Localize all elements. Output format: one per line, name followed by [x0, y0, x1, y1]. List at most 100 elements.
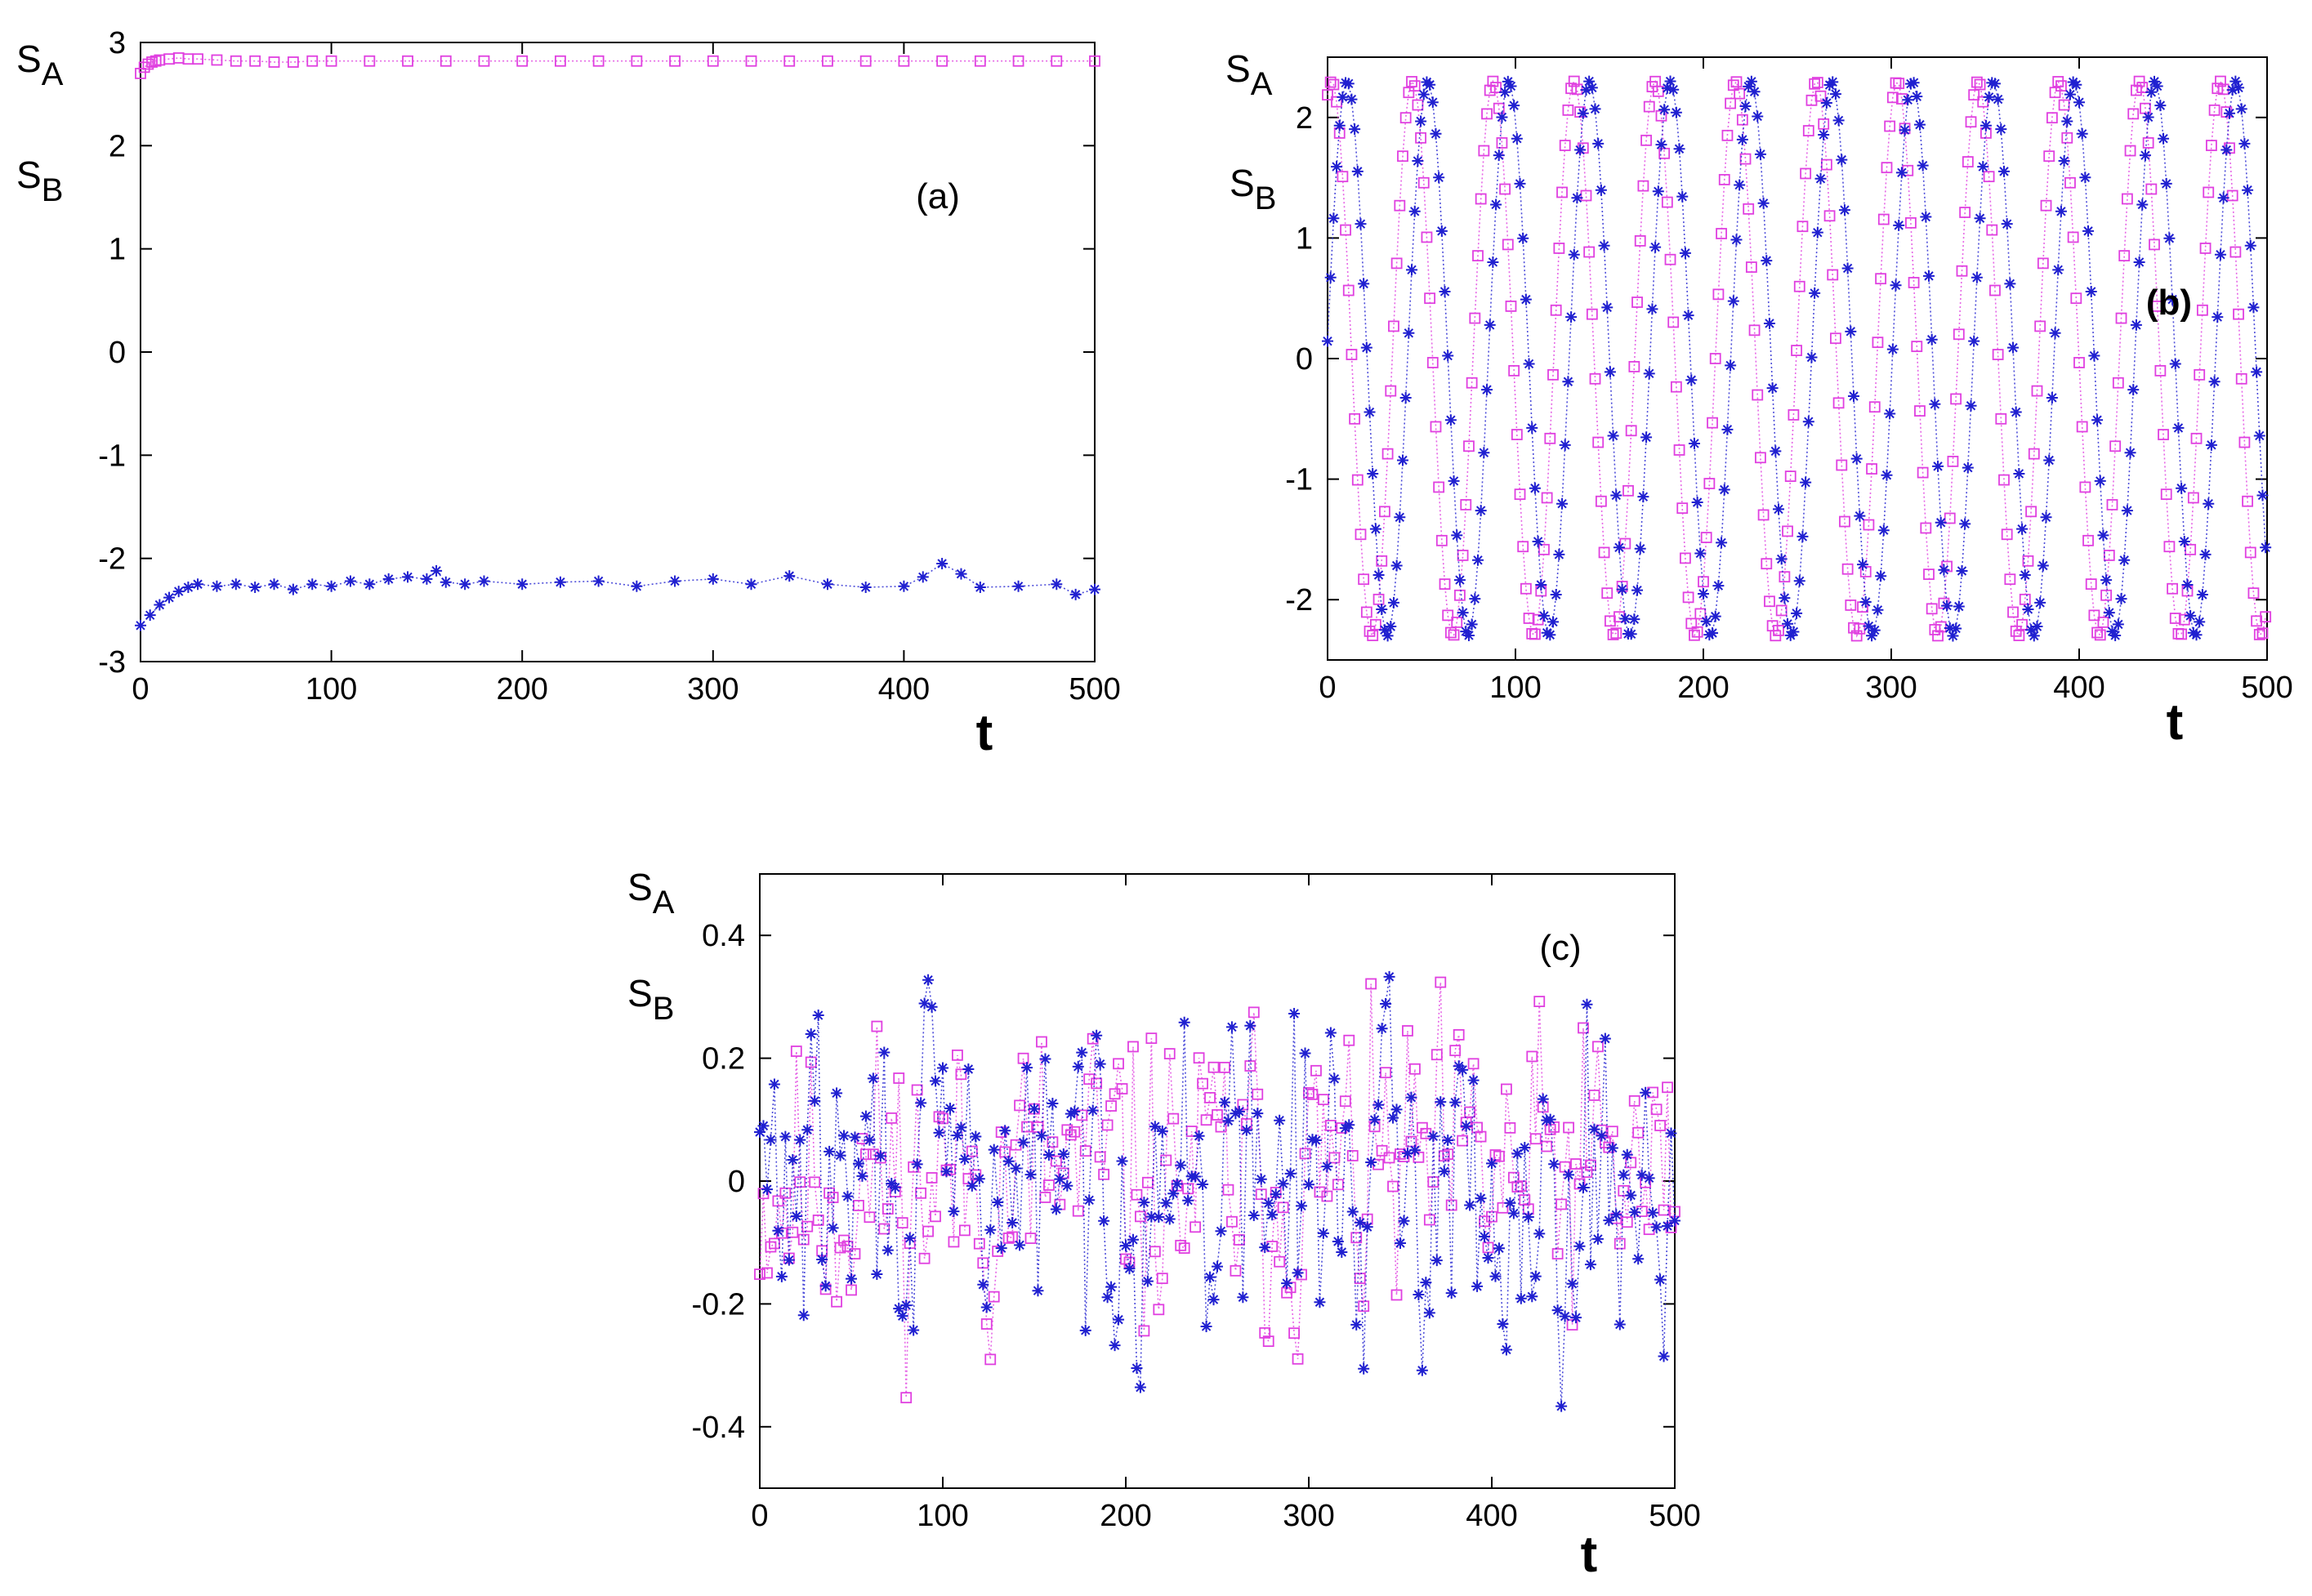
- data-point-star: [1832, 114, 1845, 127]
- data-point-square: [1526, 1050, 1538, 1063]
- data-point-star: [1544, 629, 1556, 641]
- data-point-square: [2142, 137, 2154, 149]
- data-point-square: [1493, 1150, 1505, 1162]
- data-point-square: [1065, 1129, 1077, 1141]
- data-point-star: [1120, 1240, 1131, 1252]
- data-point-star: [973, 1173, 985, 1185]
- data-point-square: [2233, 308, 2244, 320]
- data-point-star: [1416, 1364, 1428, 1376]
- data-point-square: [1962, 156, 1974, 167]
- data-point-star: [926, 1001, 938, 1013]
- data-point-square: [1661, 196, 1673, 208]
- data-point-square: [1676, 502, 1689, 515]
- data-point-star: [917, 571, 929, 583]
- data-point-star: [937, 1062, 948, 1074]
- data-point-square: [1866, 463, 1877, 475]
- data-point-star: [1105, 1281, 1118, 1293]
- data-point-square: [1752, 389, 1764, 401]
- data-point-star: [2115, 593, 2127, 605]
- data-point-square: [2007, 606, 2019, 618]
- data-point-star: [1895, 167, 1908, 179]
- data-point-square: [1252, 1088, 1264, 1100]
- data-point-star: [2133, 256, 2145, 268]
- data-point-square: [1950, 393, 1962, 405]
- data-point-square: [1197, 1077, 1208, 1090]
- data-point-star: [1439, 285, 1451, 297]
- data-point-star: [1376, 1023, 1388, 1035]
- data-point-star: [2103, 607, 2115, 619]
- data-point-star: [779, 1130, 792, 1143]
- data-point-square: [1163, 1048, 1176, 1059]
- data-point-square: [1893, 78, 1905, 90]
- data-point-star: [1649, 241, 1662, 253]
- data-point-star: [2238, 137, 2251, 149]
- data-point-star: [1566, 1277, 1578, 1290]
- data-point-star: [2229, 75, 2242, 87]
- data-point-star: [1277, 1178, 1289, 1190]
- data-point-star: [1584, 1259, 1596, 1271]
- data-point-star: [1464, 1199, 1476, 1211]
- data-point-square: [2169, 613, 2181, 624]
- data-point-star: [1109, 1340, 1121, 1352]
- data-point-square: [1541, 1140, 1553, 1152]
- data-point-star: [1796, 530, 1809, 542]
- data-point-square: [1397, 150, 1408, 163]
- data-point-square: [1475, 193, 1487, 205]
- data-point-square: [1416, 1121, 1428, 1134]
- data-point-square: [1953, 328, 1965, 341]
- data-point-star: [1489, 1270, 1502, 1282]
- data-point-star: [1809, 287, 1821, 299]
- data-point-star: [2040, 511, 2052, 524]
- data-point-square: [1449, 1045, 1462, 1057]
- plot-frame-b: [1327, 56, 2268, 661]
- data-point-star: [1354, 1216, 1366, 1228]
- data-point-star: [1061, 1179, 1073, 1192]
- data-point-square: [797, 1233, 810, 1246]
- data-point-star: [859, 582, 872, 594]
- data-point-star: [1218, 1096, 1230, 1108]
- data-point-star: [1553, 548, 1565, 560]
- data-point-square: [922, 1225, 934, 1237]
- data-point-star: [1303, 1179, 1314, 1191]
- data-point-star: [1376, 603, 1388, 615]
- data-point-star: [1913, 118, 1926, 131]
- data-point-star: [1381, 630, 1394, 642]
- data-point-star: [1225, 1021, 1238, 1033]
- data-point-square: [1145, 1032, 1158, 1045]
- data-point-square: [1568, 75, 1580, 87]
- data-point-star: [2199, 548, 2212, 560]
- data-point-square: [1244, 1060, 1256, 1072]
- data-point-star: [1189, 1170, 1202, 1183]
- data-point-square: [2094, 629, 2106, 641]
- data-point-star: [1399, 391, 1412, 403]
- data-point-square: [1504, 1121, 1516, 1134]
- data-point-star: [1643, 368, 1655, 380]
- data-point-star: [2001, 218, 2013, 230]
- data-point-square: [1381, 448, 1394, 460]
- data-point-star: [1752, 110, 1764, 123]
- data-point-square: [1640, 134, 1652, 146]
- data-point-star: [1770, 445, 1782, 457]
- data-point-square: [1601, 587, 1613, 600]
- series-line: [140, 563, 1096, 626]
- data-point-star: [846, 1273, 857, 1285]
- data-point-star: [1743, 80, 1755, 92]
- data-point-star: [882, 1244, 894, 1256]
- x-tick-label-c: 300: [1283, 1499, 1334, 1533]
- data-point-square: [1743, 203, 1755, 215]
- data-point-square: [2055, 80, 2067, 92]
- data-point-star: [1613, 1318, 1626, 1331]
- data-point-star: [1745, 75, 1757, 87]
- data-point-square: [846, 1284, 857, 1296]
- data-point-star: [1481, 384, 1493, 396]
- data-point-square: [2260, 611, 2272, 623]
- data-point-square: [915, 1187, 927, 1199]
- data-point-square: [1779, 571, 1791, 583]
- data-point-square: [2106, 499, 2118, 510]
- data-point-square: [1532, 613, 1544, 626]
- data-point-star: [1709, 610, 1721, 622]
- data-point-star: [2049, 327, 2061, 339]
- data-point-square: [1105, 1100, 1117, 1112]
- data-point-star: [951, 1130, 963, 1142]
